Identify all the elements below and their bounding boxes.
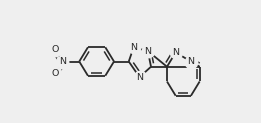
- Text: N: N: [130, 43, 137, 52]
- Text: N: N: [187, 57, 194, 66]
- Text: O: O: [52, 45, 59, 54]
- Text: N: N: [172, 48, 179, 57]
- Text: O: O: [52, 69, 59, 78]
- Text: N: N: [59, 57, 66, 66]
- Text: N: N: [136, 73, 143, 82]
- Text: N: N: [144, 47, 151, 56]
